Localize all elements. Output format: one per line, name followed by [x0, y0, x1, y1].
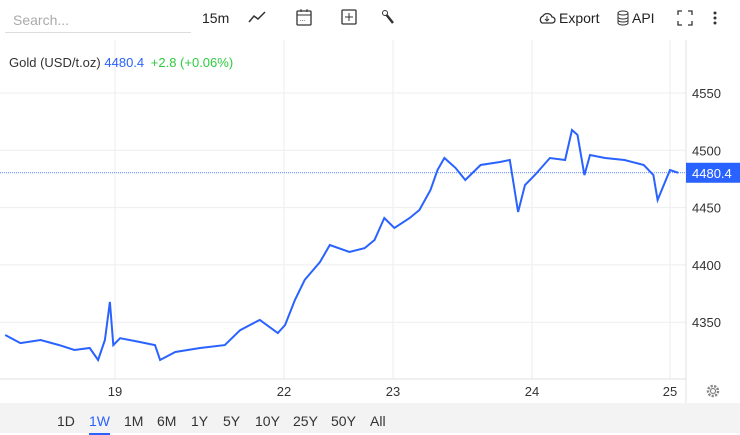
range-1m[interactable]: 1M: [124, 413, 144, 429]
range-50y[interactable]: 50Y: [331, 413, 356, 429]
last-price-label-bg: [686, 162, 740, 183]
last-price-label: 4480.4: [692, 166, 732, 181]
wrench-icon[interactable]: [382, 10, 396, 26]
toolbar: 15m ... Export API: [0, 0, 740, 40]
legend-price: 4480.4: [104, 55, 145, 70]
x-tick-label: 25: [663, 384, 677, 399]
y-tick-label: 4400: [692, 258, 721, 273]
y-tick-label: 4450: [692, 201, 721, 216]
settings-gear-icon[interactable]: [706, 384, 720, 398]
x-tick-label: 19: [108, 384, 122, 399]
legend-change: +2.8 (+0.06%): [150, 55, 234, 70]
price-series-line: [4, 128, 679, 363]
calendar-icon[interactable]: ...: [296, 8, 312, 26]
range-5y[interactable]: 5Y: [223, 413, 241, 429]
database-icon: [617, 10, 629, 26]
cloud-download-icon: [539, 12, 556, 24]
range-1w[interactable]: 1W: [89, 413, 110, 435]
y-tick-label: 4550: [692, 86, 721, 101]
fullscreen-icon[interactable]: [677, 10, 693, 26]
range-all[interactable]: All: [370, 413, 386, 429]
range-10y[interactable]: 10Y: [255, 413, 280, 429]
export-button[interactable]: Export: [538, 10, 599, 26]
range-bar: 1D 1W 1M 6M 1Y 5Y 10Y 25Y 50Y All: [0, 403, 740, 435]
api-label: API: [632, 10, 655, 26]
search-input[interactable]: [5, 8, 191, 33]
chart-legend: Gold (USD/t.oz) 4480.4 +2.8 (+0.06%): [9, 55, 233, 70]
price-chart[interactable]: 4350 4400 4450 4500 4550 19 22 23 24 25 4480.4: [0, 0, 740, 403]
range-25y[interactable]: 25Y: [293, 413, 318, 429]
x-tick-label: 24: [525, 384, 539, 399]
range-1d[interactable]: 1D: [57, 413, 75, 429]
more-options-icon[interactable]: [712, 10, 718, 26]
y-tick-label: 4350: [692, 315, 721, 330]
add-indicator-icon[interactable]: [341, 9, 357, 25]
y-tick-label: 4500: [692, 143, 721, 158]
range-1y[interactable]: 1Y: [191, 413, 209, 429]
svg-text:...: ...: [300, 17, 305, 23]
range-6m[interactable]: 6M: [157, 413, 177, 429]
x-tick-label: 23: [386, 384, 400, 399]
export-label: Export: [559, 10, 600, 26]
symbol-name: Gold (USD/t.oz): [9, 55, 101, 70]
line-chart-icon[interactable]: [248, 10, 266, 24]
x-tick-label: 22: [277, 384, 291, 399]
interval-button[interactable]: 15m: [202, 10, 230, 26]
api-button[interactable]: API: [617, 10, 655, 26]
